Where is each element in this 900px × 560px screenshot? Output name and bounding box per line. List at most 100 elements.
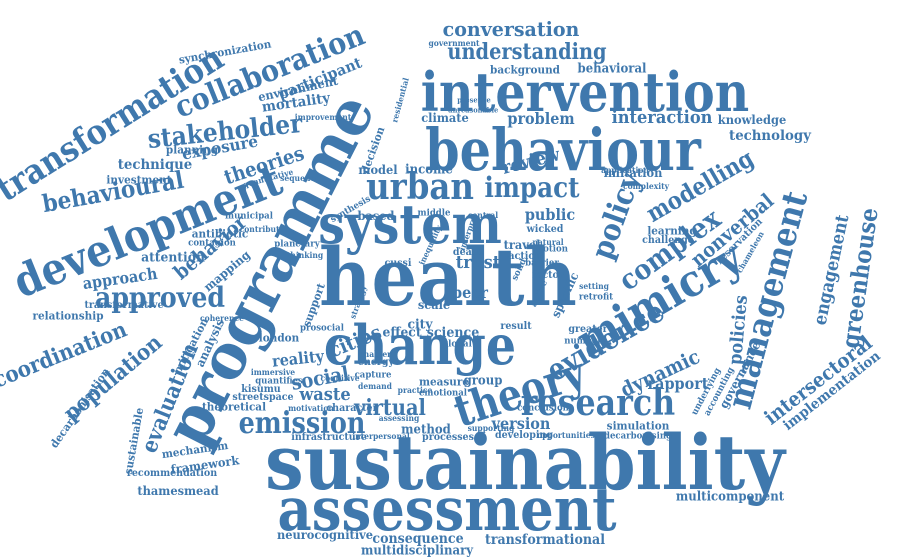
word-demand: demand [358,381,392,391]
word-infrastructure: infrastructure [291,432,367,443]
word-unreasonable: unreasonable [447,105,499,115]
word-technique: technique [117,157,193,173]
word-imitation: imitation [603,166,663,180]
word-action: action [508,251,542,262]
word-conclusion: conclusion [517,403,569,414]
word-theoretical: theoretical [201,400,267,414]
word-research: research [520,382,676,424]
word-income: income [405,162,453,178]
word-decarbonisation: decarbonisation [47,365,113,451]
word-coherence: coherence [200,313,244,323]
word-travel: travel [503,238,541,252]
word-interaction: interaction [611,107,713,128]
word-setting: setting [579,281,609,291]
word-sequence: sequence [280,173,320,183]
word-planning: planning [165,143,219,157]
word-number: number [564,336,602,347]
word-decarbonising: decarbonising [603,431,673,442]
word-transformative: transformative [84,300,164,311]
word-character: character [326,403,378,414]
word-behaviour: behaviour [425,116,701,184]
word-system: system [318,192,502,256]
word-peer: peer [452,283,488,302]
word-multidisciplinary: multidisciplinary [360,543,474,559]
word-climate: climate [421,111,469,125]
word-energy: energy [357,357,395,368]
word-method: method [401,422,451,438]
word-streetspace: streetspace [232,392,294,403]
word-learning: learning [647,224,697,238]
word-group: group [463,373,503,389]
word-motion: motion [534,244,568,255]
word-complexity: complexity [622,181,670,191]
word-relationship: relationship [32,309,104,323]
word-enabler: enabler [358,349,392,359]
word-contribute: contribute [239,224,285,234]
word-model: model [358,163,398,177]
word-middle: middle [417,208,451,219]
word-developing: developing [494,430,554,441]
word-capture: capture [354,370,392,381]
word-intervention: intervention [420,60,750,124]
word-version: version [491,414,551,433]
word-contagion: contagion [188,238,236,249]
word-barrier: barrier [525,258,559,269]
word-kisumu: kisumu [241,384,281,395]
word-natural: natural [532,237,564,247]
word-effect: effect [382,325,422,341]
word-consequence: consequence [372,531,464,547]
word-conversation: conversation [442,17,580,41]
word-interpersonal: interpersonal [352,431,410,441]
word-thamesmead: thamesmead [137,484,219,498]
word-global: global [442,339,472,350]
word-public: public [524,205,576,224]
word-prosocial: prosocial [300,323,344,334]
word-problem: problem [507,109,575,128]
word-based: based [357,209,395,223]
word-central: central [467,210,499,220]
word-city: city [407,317,433,333]
word-urban: urban [366,166,474,208]
word-neurocognitive: neurocognitive [276,528,374,542]
word-investment: investment [106,173,172,187]
word-attention: attention [141,250,205,266]
word-recommendation: recommendation [126,468,218,479]
word-planetary: planetary [274,239,320,250]
word-health: health [319,230,577,324]
word-result: result [500,321,532,332]
word-challenge: challenge [642,235,694,246]
word-municipal: municipal [225,211,273,222]
word-science: science [426,325,480,341]
word-cussi: cussi [384,258,412,269]
word-immersive: immersive [250,367,296,377]
word-emotional: emotional [418,388,468,399]
word-background: background [490,63,560,77]
word-improvement: improvement [294,112,352,122]
word-quantifies: quantifies [255,376,303,387]
word-opportunities: opportunities [537,430,595,440]
word-technology: technology [729,128,811,144]
word-assessing: assessing [378,413,420,423]
word-transformational: transformational [485,532,605,548]
word-multicomponent: multicomponent [675,489,785,505]
word-london: london [258,331,300,345]
word-application: application [601,165,649,175]
word-change: change [323,313,517,377]
word-waste: waste [299,384,351,405]
word-processes: processes [422,432,474,443]
word-retrofit: retrofit [578,292,614,303]
word-rapport: rapport [647,374,709,393]
word-virtual: virtual [354,395,426,421]
word-sustainability: sustainability [265,418,785,507]
word-greater: greater [568,324,608,335]
word-assessment: assessment [277,475,617,545]
word-antibiotic: antibiotic [191,227,249,241]
word-death: death [452,247,484,258]
word-government: government [428,38,480,48]
word-factor: factor [532,270,564,281]
word-impact: impact [484,171,580,204]
word-practice: practice [397,385,433,395]
word-approved: approved [95,281,225,314]
word-knowledge: knowledge [717,113,787,127]
